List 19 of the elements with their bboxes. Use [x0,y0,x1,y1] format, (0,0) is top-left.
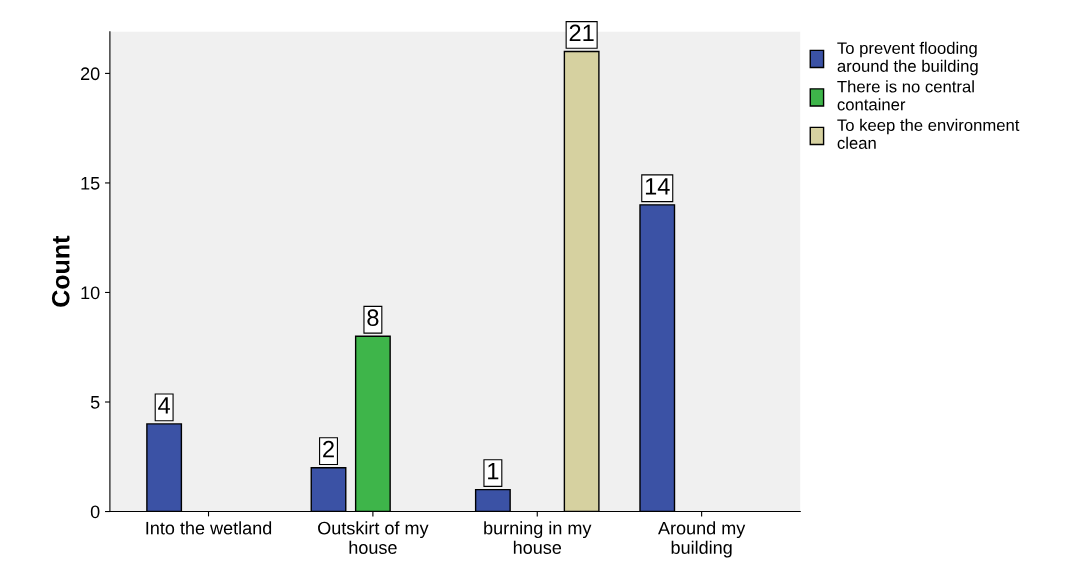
y-tick-label: 10 [81,286,100,300]
x-tick-label: Outskirt of my house [318,521,429,554]
legend-label: To prevent flooding around the building [837,41,978,76]
y-tick-label: 0 [90,505,100,519]
legend-label: To keep the environment clean [837,118,1020,149]
x-tick-label: Into the wetland [146,521,272,535]
data-label: 1 [488,462,499,480]
data-label: 4 [158,397,171,414]
data-label: 2 [323,440,334,458]
y-tick-label: 5 [90,396,100,409]
y-tick-label: 20 [81,67,100,81]
data-label: 21 [569,24,594,42]
x-tick-label: burning in my house [484,521,592,554]
data-label: 14 [645,178,670,195]
x-tick-label: Around my building [658,521,746,558]
legend-label: There is no central container [837,80,974,111]
y-tick-label: 15 [81,177,100,190]
y-axis-title: Count [51,235,70,307]
data-label: 8 [367,309,379,327]
